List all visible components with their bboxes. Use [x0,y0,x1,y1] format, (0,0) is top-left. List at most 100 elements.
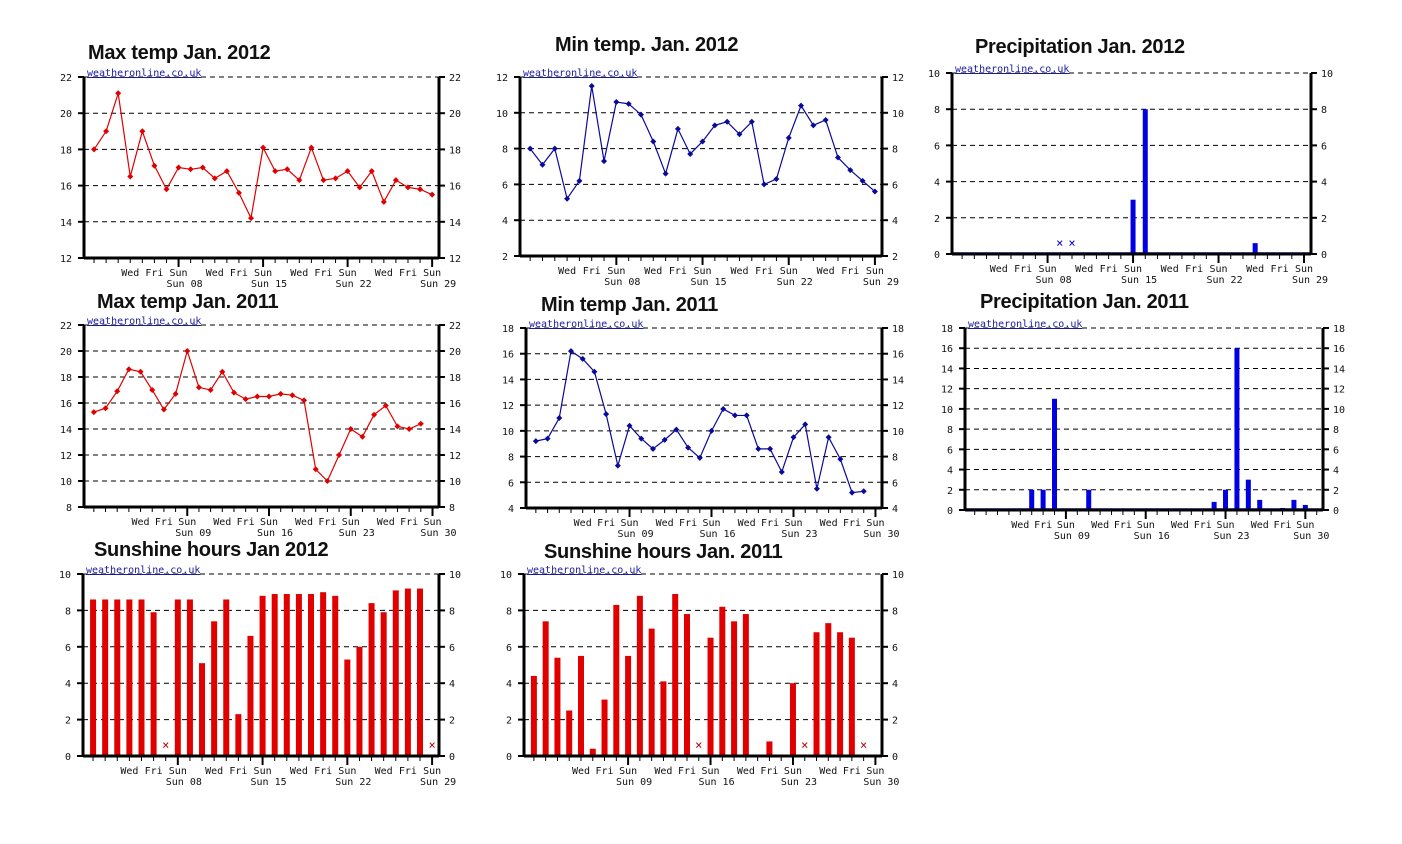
x-day-label: Wed [737,766,755,777]
bar [707,637,714,756]
data-point [254,393,261,400]
y-tick-label-right: 2 [449,716,455,727]
data-point [579,355,586,362]
y-tick-label-right: 18 [449,145,461,156]
x-week-label: Sun 16 [699,529,735,540]
bar [102,599,109,756]
x-day-label: Sun [694,266,712,277]
bar [1234,348,1240,510]
y-tick-label-right: 2 [892,716,898,727]
data-point [219,368,226,375]
y-tick-label-right: 6 [892,478,898,489]
y-tick-label-right: 0 [449,752,455,763]
x-week-label: Sun 16 [698,777,734,788]
y-tick-label-left: 4 [506,679,512,690]
bar [380,612,387,756]
y-tick-label-right: 10 [892,570,904,581]
x-day-label: Sun [607,266,625,277]
y-tick-label-right: 0 [1321,250,1327,261]
x-day-label: Fri [841,266,859,277]
x-day-label: Fri [318,517,336,528]
x-day-label: Fri [1194,520,1212,531]
x-day-label: Sun [342,517,360,528]
credit-label: weatheronline.co.uk [87,316,201,327]
x-day-label: Fri [596,766,614,777]
y-tick-label-right: 4 [449,679,455,690]
data-point [266,393,273,400]
bar [837,632,844,756]
y-tick-label-right: 12 [892,401,904,412]
data-point [417,186,424,193]
x-day-label: Sun [1124,264,1142,275]
x-day-label: Wed [1091,520,1109,531]
data-point [699,138,706,145]
x-day-label: Fri [1100,264,1118,275]
x-day-label: Sun [1210,264,1228,275]
x-week-label: Sun 08 [166,279,202,290]
data-point [773,176,780,183]
data-point [720,406,727,412]
data-point [711,122,718,129]
data-point [859,177,866,184]
x-day-label: Wed [205,766,223,777]
x-day-label: Wed [990,264,1008,275]
x-week-label: Sun 29 [863,277,899,288]
x-week-label: Sun 08 [166,777,202,788]
bar [174,599,181,756]
y-tick-label-right: 10 [1333,405,1345,416]
y-tick-label-right: 8 [449,606,455,617]
missing-marker: × [1056,236,1063,250]
data-point [149,387,156,393]
bar [1040,489,1046,510]
y-tick-label-right: 22 [449,73,461,84]
data-point [344,168,351,175]
data-point [798,102,805,109]
data-point [289,392,296,399]
y-tick-label-right: 4 [1321,178,1327,189]
bar [368,603,375,756]
y-tick-label-right: 12 [1333,385,1345,396]
chart-title: Max temp Jan. 2011 [97,291,279,313]
bar [114,599,121,756]
bar [625,655,632,756]
data-point [296,177,303,184]
x-week-label: Sun 15 [251,777,287,788]
y-tick-label-left: 8 [508,453,514,464]
bar [295,594,302,756]
data-point [761,181,768,188]
x-day-label: Sun [178,517,196,528]
x-day-label: Sun [254,766,272,777]
chart-title: Min temp Jan. 2011 [541,294,718,316]
data-point [527,145,534,152]
bar [566,710,573,756]
bar [138,599,145,756]
bar [344,659,351,756]
y-tick-label-left: 16 [941,344,953,355]
bar [577,655,584,756]
bar [554,657,561,756]
data-point [207,387,214,393]
y-tick-label-right: 4 [892,504,898,515]
data-point [417,420,424,427]
x-day-label: Fri [145,268,163,279]
chart-title: Precipitation Jan. 2011 [980,291,1189,313]
x-week-label: Sun 23 [339,528,375,539]
data-point [332,175,339,182]
data-point [813,485,820,492]
y-tick-label-left: 8 [506,606,512,617]
data-point [564,195,571,202]
y-tick-label-left: 20 [60,347,72,358]
bar [1291,499,1297,510]
x-day-label: Sun [1137,520,1155,531]
x-day-label: Wed [654,766,672,777]
data-point [199,164,206,171]
x-day-label: Fri [669,266,687,277]
y-tick-label-right: 20 [449,109,461,120]
bar [672,594,679,756]
data-point [687,150,694,157]
bar [530,675,537,756]
data-point [767,445,774,452]
x-week-label: Sun 23 [781,777,817,788]
bar [332,595,339,756]
x-week-label: Sun 15 [1121,275,1157,286]
